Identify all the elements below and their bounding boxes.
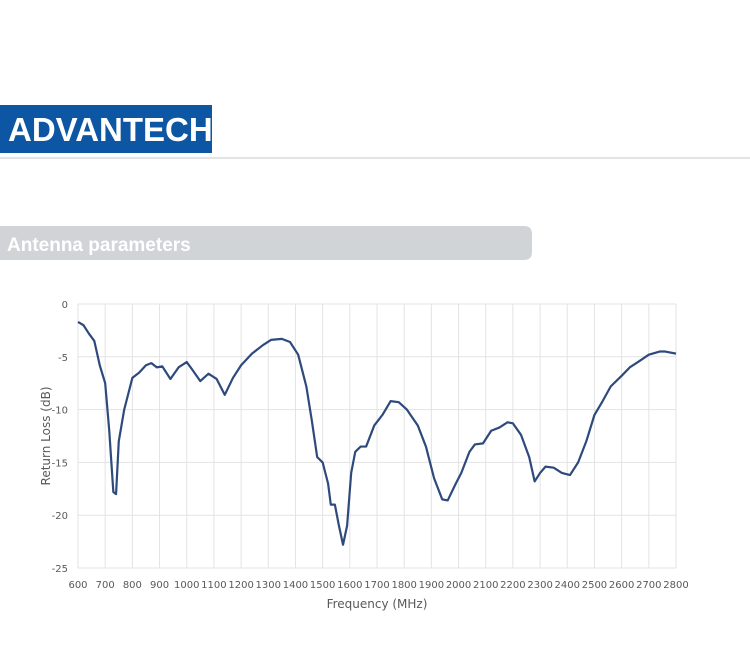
section-title: Antenna parameters xyxy=(7,235,191,256)
y-tick-label: 0 xyxy=(62,300,68,311)
section-bar xyxy=(0,226,532,260)
x-tick-label: 2200 xyxy=(500,580,525,591)
y-tick-label: -15 xyxy=(52,458,68,469)
x-tick-label: 1500 xyxy=(310,580,335,591)
x-tick-label: 1900 xyxy=(419,580,444,591)
logo: ADVANTECH xyxy=(8,111,213,148)
x-tick-label: 2600 xyxy=(609,580,634,591)
x-tick-label: 1100 xyxy=(201,580,226,591)
x-tick-label: 600 xyxy=(68,580,87,591)
logo-box xyxy=(0,105,212,153)
x-tick-label: 2400 xyxy=(555,580,580,591)
x-tick-label: 1700 xyxy=(364,580,389,591)
x-tick-label: 1200 xyxy=(228,580,253,591)
x-tick-label: 700 xyxy=(96,580,115,591)
y-axis-label: Return Loss (dB) xyxy=(39,387,53,486)
x-tick-label: 800 xyxy=(123,580,142,591)
x-tick-label: 2500 xyxy=(582,580,607,591)
x-axis-label: Frequency (MHz) xyxy=(327,597,428,611)
y-tick-label: -20 xyxy=(52,511,68,522)
x-tick-label: 900 xyxy=(150,580,169,591)
y-tick-label: -5 xyxy=(58,353,68,364)
x-tick-label: 1600 xyxy=(337,580,362,591)
x-tick-label: 2700 xyxy=(636,580,661,591)
x-tick-label: 1000 xyxy=(174,580,199,591)
x-tick-label: 2800 xyxy=(663,580,688,591)
y-tick-label: -10 xyxy=(52,406,68,417)
x-tick-label: 2100 xyxy=(473,580,498,591)
x-tick-label: 1400 xyxy=(283,580,308,591)
x-tick-label: 1300 xyxy=(256,580,281,591)
x-tick-label: 2000 xyxy=(446,580,471,591)
data-line xyxy=(77,321,677,546)
y-tick-label: -25 xyxy=(52,564,68,575)
x-tick-label: 2300 xyxy=(527,580,552,591)
x-tick-label: 1800 xyxy=(391,580,416,591)
